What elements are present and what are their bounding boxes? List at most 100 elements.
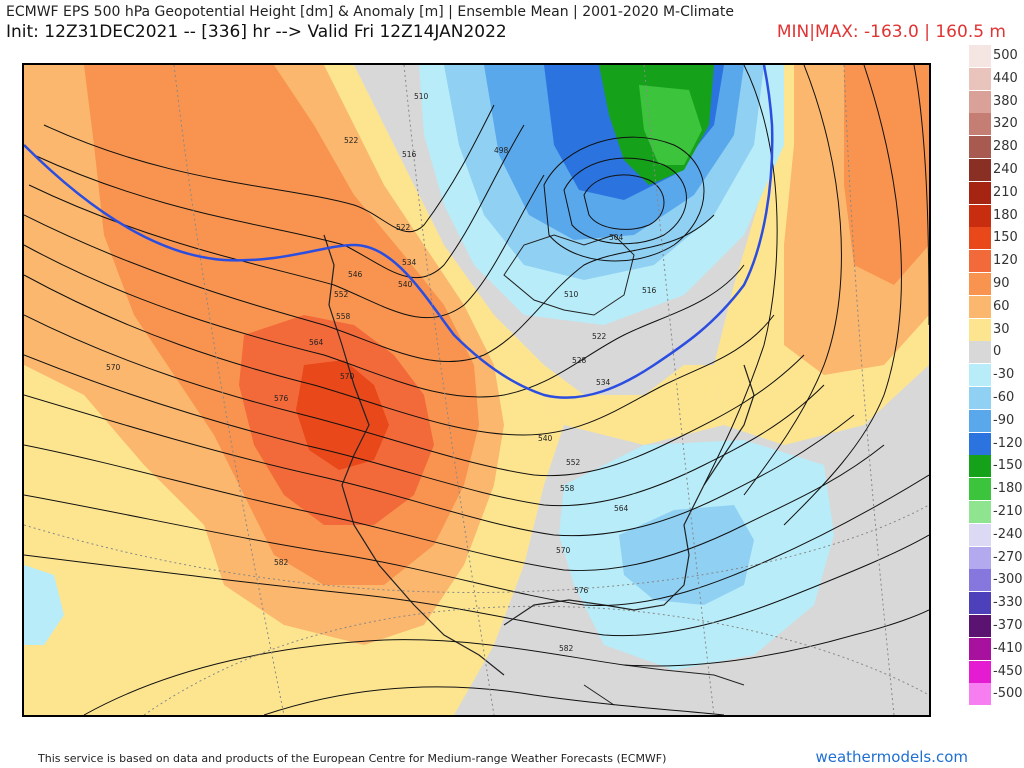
contour-label: 504 xyxy=(609,233,624,242)
coastline-caribbean xyxy=(583,664,745,706)
contour-label: 522 xyxy=(592,332,607,341)
legend-label: -150 xyxy=(993,458,1023,474)
coastline-hudson xyxy=(503,234,635,316)
legend-swatch xyxy=(969,295,991,318)
legend-swatch xyxy=(969,592,991,615)
map-title: ECMWF EPS 500 hPa Geopotential Height [d… xyxy=(6,4,734,20)
contour-label: 510 xyxy=(564,290,579,299)
legend-label: 60 xyxy=(993,298,1010,314)
legend-swatch xyxy=(969,341,991,364)
legend-entry: 150 xyxy=(969,227,1024,250)
legend-label: 120 xyxy=(993,253,1018,269)
legend-swatch xyxy=(969,432,991,455)
legend-swatch xyxy=(969,455,991,478)
contour-label: 516 xyxy=(402,150,417,159)
legend-entry: 440 xyxy=(969,67,1024,90)
negative-anomaly-30-pacific xyxy=(24,565,64,645)
ecmwf-attribution: This service is based on data and produc… xyxy=(38,752,667,765)
positive-anomaly-150-core xyxy=(296,360,389,470)
contour-label: 570 xyxy=(340,372,355,381)
legend-swatch xyxy=(969,204,991,227)
contour-label: 552 xyxy=(566,458,581,467)
legend-swatch xyxy=(969,569,991,592)
legend-swatch xyxy=(969,364,991,387)
contour-label: 564 xyxy=(614,504,629,513)
legend-entry: 380 xyxy=(969,90,1024,113)
contour-label: 552 xyxy=(334,290,349,299)
forecast-map: 510 516 522 522 534 540 546 552 558 564 … xyxy=(22,63,931,717)
height-contours xyxy=(24,65,929,715)
legend-entry: -120 xyxy=(969,432,1024,455)
legend-entry: -370 xyxy=(969,615,1024,637)
legend-label: -370 xyxy=(993,618,1023,633)
legend-entry: -150 xyxy=(969,455,1024,478)
contour-label: 510 xyxy=(414,92,429,101)
legend-swatch xyxy=(969,660,991,683)
legend-swatch xyxy=(969,181,991,204)
legend-entry: -240 xyxy=(969,523,1024,546)
legend-entry: -180 xyxy=(969,478,1024,501)
contour-label: 570 xyxy=(556,546,571,555)
contour-label: 516 xyxy=(642,286,657,295)
legend-swatch xyxy=(969,67,991,90)
contour-label: 558 xyxy=(560,484,575,493)
legend-label: 500 xyxy=(993,48,1018,63)
legend-entry: -30 xyxy=(969,364,1024,387)
legend-swatch xyxy=(969,227,991,250)
init-valid-time: Init: 12Z31DEC2021 -- [336] hr --> Valid… xyxy=(6,22,507,42)
legend-label: -180 xyxy=(993,481,1023,497)
site-link[interactable]: weathermodels.com xyxy=(815,748,968,766)
color-legend: 500 440 380 320 280 240 210 180 150 120 90 60 30 0 -30… xyxy=(969,45,1024,725)
legend-entry: 500 xyxy=(969,45,1024,67)
legend-swatch xyxy=(969,387,991,409)
legend-label: -450 xyxy=(993,663,1023,679)
coastline-gulf xyxy=(503,364,755,626)
legend-entry: 210 xyxy=(969,181,1024,204)
legend-entry: 0 xyxy=(969,341,1024,364)
contour-label: 534 xyxy=(402,258,417,267)
legend-label: 90 xyxy=(993,276,1010,291)
legend-swatch xyxy=(969,637,991,660)
contour-label: 582 xyxy=(559,644,574,653)
legend-label: 320 xyxy=(993,116,1018,132)
legend-label: 240 xyxy=(993,162,1018,177)
legend-swatch xyxy=(969,409,991,432)
legend-label: 280 xyxy=(993,139,1018,155)
legend-entry: 280 xyxy=(969,136,1024,159)
legend-entry: 320 xyxy=(969,113,1024,136)
contour-label: 528 xyxy=(572,356,587,365)
legend-label: 440 xyxy=(993,70,1018,86)
legend-swatch xyxy=(969,318,991,341)
legend-entry: 240 xyxy=(969,159,1024,181)
min-max-readout: MIN|MAX: -163.0 | 160.5 m xyxy=(776,22,1006,42)
legend-swatch xyxy=(969,546,991,569)
legend-swatch xyxy=(969,45,991,67)
legend-entry: 30 xyxy=(969,318,1024,341)
legend-entry: -450 xyxy=(969,660,1024,683)
legend-swatch xyxy=(969,615,991,637)
contour-label: 582 xyxy=(274,558,289,567)
legend-label: -90 xyxy=(993,412,1015,428)
legend-entry: -90 xyxy=(969,409,1024,432)
positive-anomaly-90-east xyxy=(844,65,929,285)
legend-label: -240 xyxy=(993,526,1023,542)
legend-label: -30 xyxy=(993,367,1015,383)
legend-swatch xyxy=(969,113,991,136)
legend-entry: -330 xyxy=(969,592,1024,615)
positive-anomaly-30-northcentral xyxy=(494,315,724,445)
contour-label: 498 xyxy=(494,146,509,155)
contour-labels: 510 516 522 522 534 540 546 552 558 564 … xyxy=(106,92,657,653)
legend-swatch xyxy=(969,159,991,181)
contour-label: 522 xyxy=(344,136,359,145)
legend-entry: -500 xyxy=(969,683,1024,706)
legend-entry: 120 xyxy=(969,250,1024,273)
contour-label: 576 xyxy=(574,586,589,595)
legend-entry: -300 xyxy=(969,569,1024,592)
contour-label: 576 xyxy=(274,394,289,403)
reference-contour-blue xyxy=(24,65,774,399)
contour-label: 540 xyxy=(538,434,553,443)
legend-label: 210 xyxy=(993,184,1018,200)
legend-label: -60 xyxy=(993,390,1015,405)
legend-swatch xyxy=(969,90,991,113)
legend-entry: 60 xyxy=(969,295,1024,318)
